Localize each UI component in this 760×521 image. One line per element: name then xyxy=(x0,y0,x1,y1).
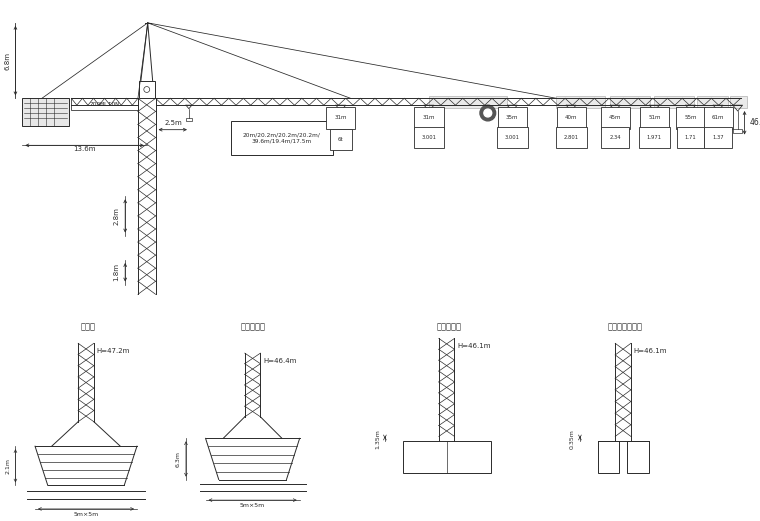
Text: 6.8m: 6.8m xyxy=(5,52,11,70)
Bar xyxy=(22,98,69,126)
Bar xyxy=(508,129,517,133)
Text: 2.5m: 2.5m xyxy=(164,120,182,126)
Text: 2.1m: 2.1m xyxy=(5,458,11,474)
Text: 1.971: 1.971 xyxy=(647,135,662,140)
Bar xyxy=(611,129,619,133)
Text: 61m: 61m xyxy=(712,116,724,120)
Text: H=46.1m: H=46.1m xyxy=(634,348,667,354)
Bar xyxy=(627,441,648,473)
Text: 51m: 51m xyxy=(648,116,660,120)
Bar xyxy=(654,96,694,108)
Text: H=47.2m: H=47.2m xyxy=(97,348,130,354)
Text: 40m: 40m xyxy=(565,116,578,120)
Bar xyxy=(71,98,138,110)
Text: 底架固定式: 底架固定式 xyxy=(240,322,265,331)
Bar xyxy=(730,96,748,108)
Text: 46.1m: 46.1m xyxy=(749,118,760,127)
Bar xyxy=(733,129,742,133)
Text: 1.37: 1.37 xyxy=(712,135,724,140)
Circle shape xyxy=(484,109,492,117)
Bar xyxy=(650,129,659,133)
Text: 13.6m: 13.6m xyxy=(73,146,96,152)
Text: 5m×5m: 5m×5m xyxy=(240,503,265,508)
Bar xyxy=(337,129,345,133)
Text: 6t: 6t xyxy=(338,137,344,142)
Text: 1.71: 1.71 xyxy=(685,135,696,140)
Text: 3.001: 3.001 xyxy=(505,135,520,140)
Text: 0.35m: 0.35m xyxy=(570,429,575,449)
Bar xyxy=(403,441,491,473)
Text: 1.8m: 1.8m xyxy=(113,263,119,281)
Text: 20m/20.2m/20.2m/20.2m/
39.6m/19.4m/17.5m: 20m/20.2m/20.2m/20.2m/ 39.6m/19.4m/17.5m xyxy=(243,133,321,143)
Bar xyxy=(556,96,606,108)
Bar xyxy=(696,96,728,108)
Text: 45m: 45m xyxy=(609,116,622,120)
Text: 31m: 31m xyxy=(423,116,435,120)
Bar xyxy=(139,81,154,98)
Text: 支腿固定式: 支腿固定式 xyxy=(436,322,461,331)
Bar xyxy=(597,441,619,473)
Text: H=46.4m: H=46.4m xyxy=(264,358,296,364)
Bar xyxy=(429,96,508,108)
Text: 31m: 31m xyxy=(334,116,347,120)
Circle shape xyxy=(480,105,496,121)
Text: 2.34: 2.34 xyxy=(610,135,621,140)
Text: 行走式: 行走式 xyxy=(81,322,96,331)
Bar xyxy=(714,129,723,133)
Text: 2.8m: 2.8m xyxy=(113,207,119,225)
Bar xyxy=(610,96,650,108)
Bar xyxy=(186,118,192,121)
Text: 5m×5m: 5m×5m xyxy=(74,512,99,517)
Text: ZOOMLION: ZOOMLION xyxy=(90,102,119,107)
Text: 深埋嵌岩固定式: 深埋嵌岩固定式 xyxy=(607,322,642,331)
Text: 35m: 35m xyxy=(506,116,518,120)
Text: 55m: 55m xyxy=(685,116,697,120)
Text: H=46.1m: H=46.1m xyxy=(458,343,491,349)
Text: 1.35m: 1.35m xyxy=(375,429,380,449)
Text: 3.001: 3.001 xyxy=(422,135,436,140)
Text: 6.3m: 6.3m xyxy=(176,451,181,467)
Bar xyxy=(686,129,695,133)
Text: 2.801: 2.801 xyxy=(563,135,578,140)
Bar xyxy=(567,129,575,133)
Bar xyxy=(425,129,433,133)
